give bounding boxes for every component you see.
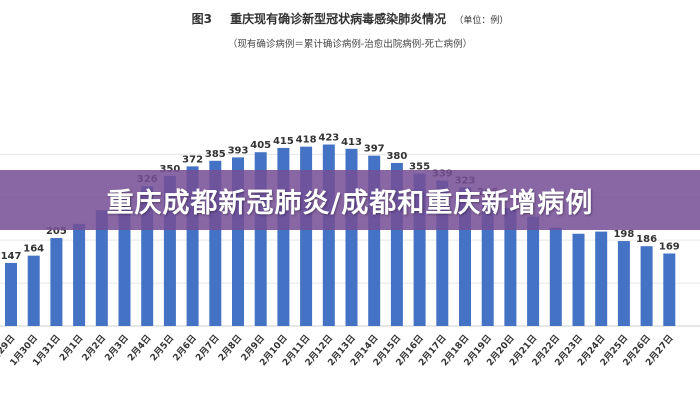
x-tick-label: 2月6日	[171, 333, 199, 363]
value-label: 169	[659, 241, 680, 252]
headline-text: 重庆成都新冠肺炎/成都和重庆新增病例	[106, 187, 594, 219]
bar-2月2日	[95, 210, 108, 326]
bar-1月31日	[50, 238, 63, 326]
bar-2月22日	[549, 227, 562, 326]
figure-number: 图3	[191, 12, 212, 26]
x-tick-label: 2月1日	[57, 333, 85, 363]
x-tick-label: 2月3日	[103, 333, 131, 363]
x-tick-labels: 1月29日1月30日1月31日2月1日2月2日2月3日2月4日2月5日2月6日2…	[0, 333, 676, 368]
value-label: 397	[364, 144, 385, 155]
headline-banner: 重庆成都新冠肺炎/成都和重庆新增病例	[0, 170, 700, 230]
x-tick-label: 2月8日	[216, 333, 244, 363]
bar-1月30日	[27, 255, 40, 326]
value-label: 198	[613, 229, 634, 240]
bar-2月19日	[481, 198, 494, 326]
bar-2月1日	[73, 223, 86, 326]
figure-unit: （单位：例）	[454, 16, 509, 26]
bar-2月26日	[640, 246, 653, 326]
value-label: 415	[273, 136, 294, 147]
x-tick-label: 2月7日	[194, 333, 222, 363]
value-label: 385	[205, 149, 226, 160]
value-label: 147	[1, 251, 22, 262]
value-label: 355	[409, 162, 430, 173]
bar-1月29日	[5, 262, 17, 326]
bar-2月20日	[504, 208, 517, 326]
x-tick-label: 2月5日	[148, 333, 176, 363]
bar-2月27日	[663, 253, 676, 326]
value-label: 380	[386, 151, 407, 162]
value-label: 372	[182, 154, 203, 165]
value-label: 405	[250, 140, 271, 151]
value-label: 418	[296, 135, 317, 146]
value-label: 393	[228, 145, 249, 156]
value-label: 205	[46, 226, 67, 237]
figure-title: 图3 重庆现有确诊新型冠状病毒感染肺炎情况 （单位：例）	[0, 10, 700, 27]
value-label: 186	[636, 234, 657, 245]
value-label: 164	[23, 244, 44, 255]
value-label: 413	[341, 137, 362, 148]
figure-title-text: 重庆现有确诊新型冠状病毒感染肺炎情况	[230, 12, 447, 26]
bar-2月24日	[595, 231, 608, 326]
x-tick-label: 2月4日	[125, 333, 153, 363]
x-tick-label: 2月2日	[80, 333, 108, 363]
bar-2月23日	[572, 233, 585, 326]
bar-2月25日	[617, 241, 630, 326]
value-label: 350	[159, 164, 180, 175]
figure-subtitle: （现有确诊病例＝累计确诊病例-治愈出院病例-死亡病例）	[227, 39, 473, 50]
bar-2月21日	[527, 216, 540, 326]
value-label: 423	[318, 133, 339, 144]
